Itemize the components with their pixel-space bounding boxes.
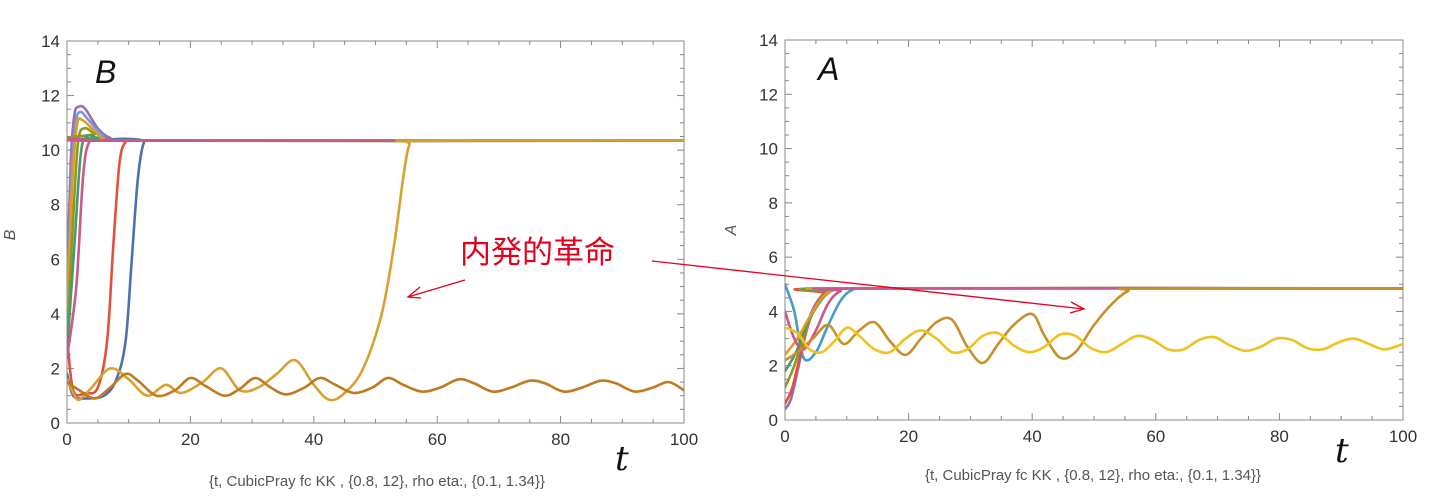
panel-a-xlabel: t <box>1335 431 1349 471</box>
panel-b-xlabel: t <box>615 439 629 479</box>
panel-a-caption: {t, CubicPray fc KK , {0.8, 12}, rho eta… <box>925 467 1261 484</box>
panel-a-xtick-label: 60 <box>1146 427 1165 446</box>
panel-a-ytick-label: 4 <box>769 302 778 321</box>
panel-a-series-line <box>785 286 1403 351</box>
panel-b-ytick-label: 14 <box>41 32 60 51</box>
panel-a-series-line <box>785 286 1403 373</box>
panel-a-xtick-label: 20 <box>899 427 918 446</box>
panel-a-ytick-label: 6 <box>769 248 778 267</box>
panel-a-ytick-label: 0 <box>769 411 778 430</box>
panel-b-frame <box>66 40 685 424</box>
panel-b-xtick-label: 80 <box>551 430 570 449</box>
panel-a-series-group <box>785 283 1403 411</box>
panel-a-xtick-label: 0 <box>780 427 789 446</box>
panel-b: 0 20 40 60 80 100 0 2 4 6 8 10 12 14 B Bt {t, CubicPray … <box>2 32 698 490</box>
panel-b-label: B <box>95 54 116 90</box>
panel-b-xtick-label: 0 <box>62 430 71 449</box>
panel-a-xtick-label: 80 <box>1270 427 1289 446</box>
panel-a-series-line <box>785 326 1403 355</box>
panel-a-series-line <box>785 286 1403 365</box>
panel-a-frame <box>784 39 1404 421</box>
panel-a-series-line <box>785 286 1403 357</box>
panel-a-label: A <box>816 51 839 87</box>
panel-b-series-line <box>67 116 684 329</box>
panel-b-xtick-label: 60 <box>428 430 447 449</box>
annotation-arrowhead-right <box>1069 301 1086 314</box>
panel-b-ytick-label: 0 <box>51 414 60 433</box>
panel-a-series-line <box>785 286 1403 405</box>
panel-a-ytick-label: 12 <box>759 85 778 104</box>
annotation-arrowhead-left <box>406 286 422 299</box>
panel-a-ytick-label: 10 <box>759 140 778 159</box>
panel-a-ytick-label: 14 <box>759 31 778 50</box>
panel-b-ytick-label: 6 <box>51 250 60 269</box>
panel-b-ylabel: B <box>2 229 19 240</box>
panel-b-ytick-label: 8 <box>51 196 60 215</box>
panel-b-ytick-label: 2 <box>51 359 60 378</box>
panel-a-ytick-label: 2 <box>769 357 778 376</box>
annotation-arrow-left <box>407 279 466 298</box>
panel-a-ylabel: A <box>723 225 740 237</box>
panel-b-ytick-label: 4 <box>51 305 60 324</box>
panel-b-caption: {t, CubicPray fc KK , {0.8, 12}, rho eta… <box>209 473 545 490</box>
annotation: 内発的革命 <box>406 235 1086 314</box>
panel-a-ytick-label: 8 <box>769 194 778 213</box>
annotation-arrow-right <box>651 260 1085 310</box>
panel-b-series-line <box>67 372 684 400</box>
panel-b-ytick-label: 10 <box>41 141 60 160</box>
panel-b-ytick-label: 12 <box>41 87 60 106</box>
panel-b-xtick-label: 40 <box>304 430 323 449</box>
panel-b-series-line <box>67 138 684 402</box>
annotation-text: 内発的革命 <box>460 235 615 271</box>
panel-b-xtick-label: 20 <box>181 430 200 449</box>
panel-a-series-line <box>785 286 1403 389</box>
panel-a: 0 20 40 60 80 100 0 2 4 6 8 10 12 14 A At {t, CubicPray … <box>723 31 1417 484</box>
panel-b-xtick-label: 100 <box>670 430 698 449</box>
panel-b-series-group <box>67 104 684 402</box>
panel-a-xtick-label: 100 <box>1389 427 1417 446</box>
panel-a-xtick-label: 40 <box>1023 427 1042 446</box>
